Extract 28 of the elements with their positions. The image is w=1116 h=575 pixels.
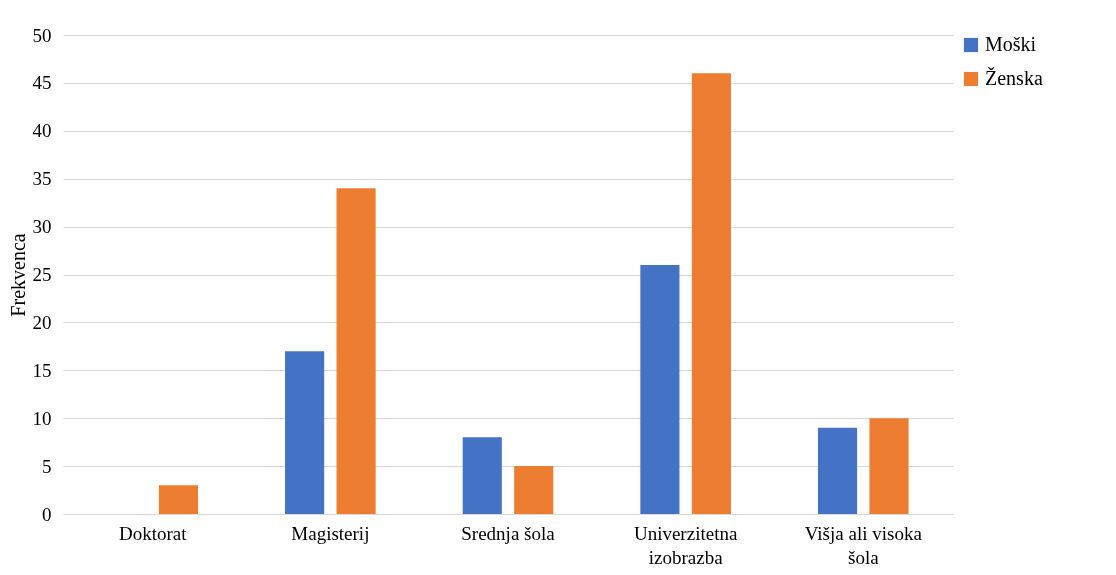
y-tick-label: 25: [32, 264, 52, 285]
x-tick-label: Višja ali visoka šola: [804, 522, 923, 568]
y-tick-label: 45: [32, 72, 52, 94]
y-tick-label: 5: [42, 455, 52, 477]
y-tick-label: 50: [32, 24, 52, 46]
y-tick-label: 40: [32, 120, 52, 142]
x-tick-label: Magisterij: [291, 522, 370, 544]
bar: [691, 73, 731, 514]
x-tick-label: Srednja šola: [461, 522, 556, 544]
bar: [514, 466, 554, 514]
bar: [158, 485, 199, 514]
bar: [462, 437, 502, 514]
y-tick-label: 35: [32, 168, 52, 190]
bar: [817, 427, 858, 514]
y-tick-label: 20: [32, 311, 52, 333]
bar: [285, 351, 325, 514]
bar: [640, 264, 680, 514]
x-tick-label: Univerzitetna izobrazba: [633, 522, 738, 568]
x-tick-label: Doktorat: [118, 522, 188, 544]
y-tick-label: 30: [32, 216, 52, 238]
bar: [869, 418, 909, 514]
legend-label: Moški: [985, 33, 1037, 55]
y-tick-label: 10: [32, 407, 52, 429]
legend-label: Ženska: [985, 67, 1043, 89]
y-tick-label: 0: [42, 503, 52, 525]
bar: [336, 188, 376, 514]
y-tick-label: 15: [32, 359, 52, 381]
y-axis-title: Frekvenca: [6, 233, 29, 317]
